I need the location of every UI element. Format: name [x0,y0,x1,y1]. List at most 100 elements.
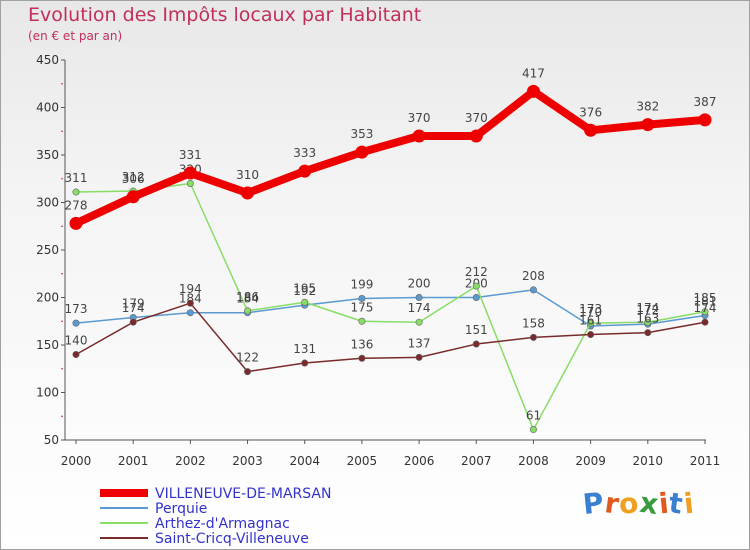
data-point [186,299,194,307]
data-point [415,318,423,326]
x-tick-label: 2005 [347,454,378,468]
data-label: 186 [236,290,259,304]
data-label: 311 [65,171,88,185]
data-point [587,319,595,327]
x-tick-label: 2001 [118,454,149,468]
data-point [129,318,137,326]
data-point [698,113,712,127]
data-label: 173 [65,302,88,316]
data-label: 185 [694,291,717,305]
data-point [244,368,252,376]
data-label: 376 [579,105,602,119]
chart-title: Evolution des Impôts locaux par Habitant [28,4,422,26]
data-point [415,293,423,301]
data-label: 151 [465,323,488,337]
data-point [415,353,423,361]
chart-subtitle: (en € et par an) [28,29,123,43]
data-point [529,426,537,434]
data-label: 136 [350,337,373,351]
x-tick-label: 2000 [61,454,92,468]
series-line [75,289,706,327]
series-line [72,87,709,228]
data-label: 306 [122,172,145,186]
data-label: 137 [408,336,431,350]
data-point [641,118,655,132]
data-label: 131 [293,342,316,356]
data-point [126,190,140,204]
data-point [186,309,194,317]
x-tick-label: 2004 [289,454,320,468]
data-label: 208 [522,269,545,283]
data-label: 194 [179,282,202,296]
data-point [644,329,652,337]
x-tick-label: 2006 [404,454,435,468]
x-tick-label: 2002 [175,454,206,468]
data-label: 161 [579,314,602,328]
data-point [358,294,366,302]
data-point [301,298,309,306]
data-point [358,317,366,325]
x-tick-label: 2003 [232,454,263,468]
data-point [529,333,537,341]
data-label: 122 [236,351,259,365]
data-label: 370 [408,111,431,125]
y-tick-label: 300 [36,196,59,210]
y-tick-label: 250 [36,243,59,257]
data-label: 192 [293,284,316,298]
data-point [301,359,309,367]
data-point [355,145,369,159]
data-point [587,331,595,339]
data-label: 140 [65,334,88,348]
x-tick-label: 2011 [690,454,721,468]
y-tick-label: 150 [36,338,59,352]
data-point [701,308,709,316]
y-tick-label: 100 [36,386,59,400]
legend-label: Perquie [155,501,207,517]
data-point [472,282,480,290]
series-perquie: 173179184184192199200200208170172181 [65,269,717,330]
data-label: 333 [293,146,316,160]
data-label: 387 [694,95,717,109]
data-label: 173 [579,302,602,316]
series-line [75,182,706,431]
data-label: 370 [465,111,488,125]
data-label: 175 [350,300,373,314]
proxiti-logo: Proxiti [581,486,696,521]
data-label: 382 [636,100,659,114]
x-tick-label: 2010 [633,454,664,468]
y-tick-label: 50 [44,433,59,447]
data-label: 417 [522,66,545,80]
data-point [526,84,540,98]
data-label: 195 [293,281,316,295]
data-point [529,286,537,294]
data-point [701,318,709,326]
y-tick-label: 350 [36,148,59,162]
data-point [72,319,80,327]
data-point [241,186,255,200]
x-tick-label: 2008 [518,454,549,468]
data-label: 174 [408,301,431,315]
data-label: 163 [636,312,659,326]
data-label: 174 [636,301,659,315]
data-point [469,129,483,143]
data-point [244,307,252,315]
data-label: 184 [236,292,259,306]
legend-label: Arthez-d'Armagnac [155,516,290,532]
data-label: 310 [236,168,259,182]
data-label: 170 [579,305,602,319]
legend-label: Saint-Cricq-Villeneuve [155,531,309,547]
data-label: 199 [350,277,373,291]
data-point [358,354,366,362]
data-label: 353 [350,127,373,141]
series-line [75,302,706,373]
data-label: 278 [65,198,88,212]
data-label: 179 [122,296,145,310]
legend-label: VILLENEUVE-DE-MARSAN [155,486,331,502]
data-label: 181 [694,295,717,309]
x-tick-label: 2007 [461,454,492,468]
data-label: 331 [179,148,202,162]
data-label: 184 [179,292,202,306]
data-point [72,188,80,196]
